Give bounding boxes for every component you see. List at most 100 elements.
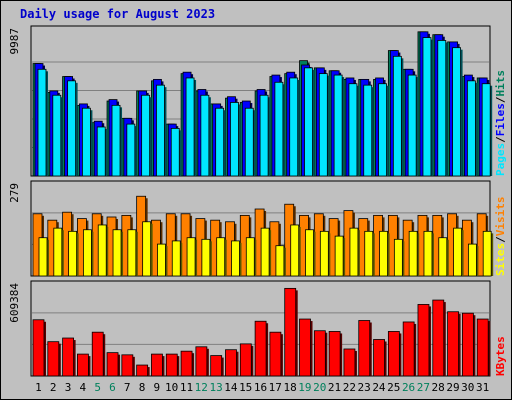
x-tick-label-day-11: 11 — [180, 381, 193, 394]
bar-sites-day-20 — [319, 230, 329, 277]
x-tick-label-day-8: 8 — [139, 381, 146, 394]
bar-pages-day-12 — [200, 94, 210, 177]
legend-files: Files — [494, 103, 507, 136]
bar-sites-day-3 — [68, 230, 78, 277]
bar-pages-day-9 — [156, 84, 165, 177]
bar-kbytes-day-12 — [195, 346, 208, 377]
bar-kbytes-day-23 — [358, 320, 371, 377]
bar-sites-day-16 — [260, 227, 270, 277]
bar-pages-day-17 — [274, 81, 284, 177]
bar-sites-day-24 — [379, 230, 388, 277]
x-tick-label-day-29: 29 — [446, 381, 459, 394]
bar-sites-day-5 — [97, 224, 107, 277]
bar-pages-day-8 — [141, 94, 151, 177]
legend-separator: / — [494, 136, 507, 143]
bar-kbytes-day-29 — [447, 311, 459, 377]
legend-visits: Visits — [494, 197, 507, 237]
bar-pages-day-26 — [407, 74, 417, 177]
bar-pages-day-20 — [318, 73, 328, 177]
legend-kbytes: KBytes — [494, 336, 507, 376]
bar-sites-day-7 — [127, 229, 137, 277]
bar-kbytes-day-31 — [476, 318, 489, 377]
bar-kbytes-day-3 — [62, 337, 75, 377]
bar-pages-day-30 — [466, 80, 476, 177]
bar-kbytes-day-9 — [151, 353, 163, 377]
bar-pages-day-18 — [289, 77, 299, 177]
bar-kbytes-day-2 — [47, 341, 60, 377]
bar-pages-day-25 — [392, 55, 402, 177]
x-tick-label-day-2: 2 — [50, 381, 57, 394]
bar-pages-day-11 — [185, 77, 195, 177]
bar-kbytes-day-1 — [32, 319, 45, 377]
bar-kbytes-day-16 — [254, 320, 267, 377]
bar-kbytes-day-7 — [121, 354, 134, 377]
bar-kbytes-day-8 — [136, 364, 149, 377]
x-tick-label-day-5: 5 — [94, 381, 101, 394]
bar-kbytes-day-11 — [180, 350, 193, 377]
bar-kbytes-day-28 — [432, 299, 445, 377]
bar-pages-day-23 — [363, 84, 373, 177]
ymax-label-hits-files-pages: 9987 — [8, 28, 21, 55]
x-tick-label-day-25: 25 — [387, 381, 400, 394]
x-tick-label-day-16: 16 — [254, 381, 267, 394]
bar-pages-day-29 — [452, 47, 461, 177]
x-tick-label-day-21: 21 — [328, 381, 341, 394]
bar-kbytes-day-24 — [373, 339, 385, 377]
x-tick-label-day-12: 12 — [195, 381, 208, 394]
bar-pages-day-14 — [230, 102, 239, 177]
bar-sites-day-14 — [231, 240, 240, 277]
x-tick-label-day-4: 4 — [80, 381, 87, 394]
bar-pages-day-31 — [481, 83, 491, 177]
x-tick-label-day-26: 26 — [402, 381, 415, 394]
bar-sites-day-15 — [245, 237, 255, 277]
bar-pages-day-6 — [111, 104, 121, 177]
bar-pages-day-22 — [348, 83, 358, 177]
legend-hits-files-pages: Pages/Files/Hits — [494, 70, 507, 176]
bar-sites-day-8 — [142, 221, 152, 277]
bar-sites-day-26 — [408, 230, 418, 277]
bar-kbytes-day-27 — [417, 304, 430, 377]
bar-pages-day-1 — [37, 68, 47, 177]
legend-separator: / — [494, 96, 507, 103]
bar-sites-day-25 — [393, 238, 403, 277]
bar-pages-day-3 — [67, 80, 77, 177]
x-tick-label-day-19: 19 — [298, 381, 311, 394]
bar-sites-day-6 — [112, 229, 122, 277]
bar-sites-day-29 — [453, 227, 462, 277]
x-tick-label-day-7: 7 — [124, 381, 131, 394]
bar-kbytes-day-18 — [284, 287, 297, 377]
x-tick-label-day-6: 6 — [109, 381, 116, 394]
bar-pages-day-27 — [422, 37, 432, 177]
bar-pages-day-10 — [170, 128, 180, 177]
bar-kbytes-day-21 — [328, 331, 341, 377]
bar-kbytes-day-17 — [269, 331, 282, 377]
x-tick-label-day-1: 1 — [35, 381, 42, 394]
bar-sites-day-27 — [423, 230, 433, 277]
x-tick-label-day-28: 28 — [432, 381, 445, 394]
bar-kbytes-day-6 — [106, 352, 119, 377]
legend-sites: Sites — [494, 243, 507, 276]
bar-sites-day-23 — [364, 230, 374, 277]
bar-sites-day-4 — [83, 229, 92, 277]
bar-sites-day-2 — [53, 227, 63, 277]
bar-kbytes-day-20 — [313, 330, 326, 377]
ymax-label-visits-sites: 279 — [8, 183, 21, 203]
x-tick-label-day-23: 23 — [358, 381, 371, 394]
bar-sites-day-17 — [275, 245, 285, 277]
ymax-label-kbytes: 609384 — [8, 283, 21, 323]
bar-kbytes-day-25 — [387, 331, 400, 377]
bar-sites-day-11 — [186, 237, 196, 277]
bar-pages-day-7 — [126, 123, 136, 177]
bar-sites-day-21 — [334, 235, 344, 277]
x-tick-label-day-17: 17 — [269, 381, 282, 394]
bar-pages-day-19 — [304, 67, 313, 177]
legend-pages: Pages — [494, 143, 507, 176]
bar-sites-day-10 — [171, 240, 181, 277]
legend-separator: / — [494, 236, 507, 243]
chart-title: Daily usage for August 2023 — [20, 7, 215, 21]
bar-pages-day-4 — [82, 107, 91, 177]
bar-pages-day-28 — [437, 40, 447, 177]
bar-pages-day-5 — [96, 126, 106, 177]
x-tick-label-day-10: 10 — [165, 381, 178, 394]
